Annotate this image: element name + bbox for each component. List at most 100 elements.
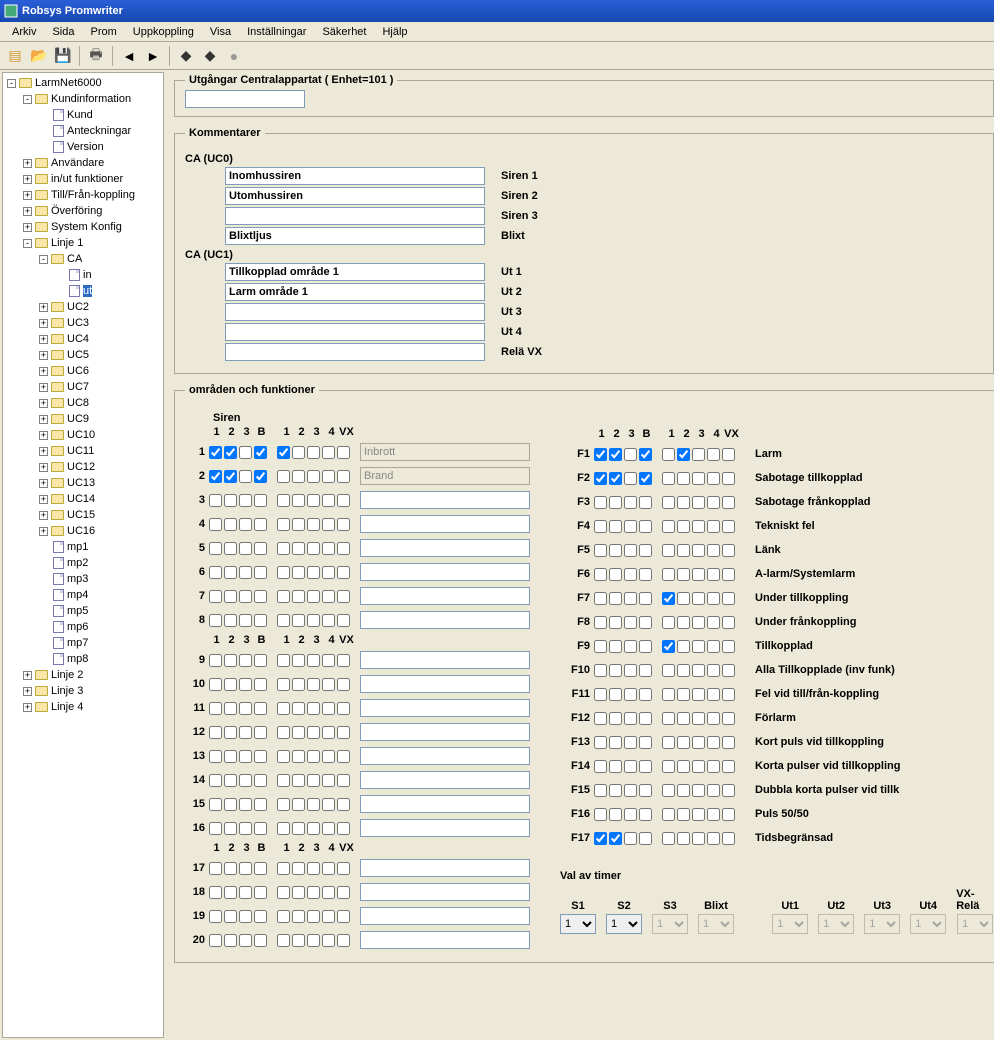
area-13-siren-4[interactable] [254, 750, 267, 763]
area-9-out-2[interactable] [292, 654, 305, 667]
area-19-siren-4[interactable] [254, 910, 267, 923]
area-8-siren-1[interactable] [209, 614, 222, 627]
func-F12-out-4[interactable] [707, 712, 720, 725]
area-2-out-4[interactable] [322, 470, 335, 483]
func-F7-out-2[interactable] [677, 592, 690, 605]
area-13-siren-2[interactable] [224, 750, 237, 763]
area-10-out-4[interactable] [322, 678, 335, 691]
area-5-text[interactable] [360, 539, 530, 557]
area-15-siren-3[interactable] [239, 798, 252, 811]
func-F6-siren-4[interactable] [639, 568, 652, 581]
area-7-out-3[interactable] [307, 590, 320, 603]
tree-node-mp6[interactable]: mp6 [3, 619, 163, 635]
tree-node-anteckningar[interactable]: Anteckningar [3, 123, 163, 139]
func-F9-out-5[interactable] [722, 640, 735, 653]
func-F5-out-4[interactable] [707, 544, 720, 557]
func-F14-siren-3[interactable] [624, 760, 637, 773]
area-3-siren-2[interactable] [224, 494, 237, 507]
area-14-text[interactable] [360, 771, 530, 789]
func-F7-siren-3[interactable] [624, 592, 637, 605]
area-13-out-5[interactable] [337, 750, 350, 763]
area-9-out-1[interactable] [277, 654, 290, 667]
func-F17-siren-3[interactable] [624, 832, 637, 845]
area-6-siren-1[interactable] [209, 566, 222, 579]
area-16-out-3[interactable] [307, 822, 320, 835]
menu-hjälp[interactable]: Hjälp [374, 24, 415, 40]
tree-node-uc4[interactable]: +UC4 [3, 331, 163, 347]
area-17-out-4[interactable] [322, 862, 335, 875]
tree-expander-icon[interactable]: - [23, 95, 32, 104]
func-F17-siren-1[interactable] [594, 832, 607, 845]
area-17-siren-4[interactable] [254, 862, 267, 875]
func-F6-out-3[interactable] [692, 568, 705, 581]
tree-expander-icon[interactable]: + [23, 191, 32, 200]
tree-node-linje-4[interactable]: +Linje 4 [3, 699, 163, 715]
tree-expander-icon[interactable]: - [39, 255, 48, 264]
func-F15-out-5[interactable] [722, 784, 735, 797]
area-11-siren-1[interactable] [209, 702, 222, 715]
area-18-out-2[interactable] [292, 886, 305, 899]
area-2-out-3[interactable] [307, 470, 320, 483]
func-F17-out-5[interactable] [722, 832, 735, 845]
func-F11-out-5[interactable] [722, 688, 735, 701]
area-15-out-1[interactable] [277, 798, 290, 811]
tree-expander-icon[interactable]: + [39, 527, 48, 536]
func-F13-out-5[interactable] [722, 736, 735, 749]
tree-node-mp1[interactable]: mp1 [3, 539, 163, 555]
func-F8-siren-3[interactable] [624, 616, 637, 629]
area-10-out-5[interactable] [337, 678, 350, 691]
uc0-input-1[interactable] [225, 187, 485, 205]
area-4-out-3[interactable] [307, 518, 320, 531]
func-F14-out-3[interactable] [692, 760, 705, 773]
area-6-out-5[interactable] [337, 566, 350, 579]
area-16-out-1[interactable] [277, 822, 290, 835]
area-5-out-5[interactable] [337, 542, 350, 555]
area-15-siren-1[interactable] [209, 798, 222, 811]
tree-expander-icon[interactable]: + [39, 399, 48, 408]
uc1-input-3[interactable] [225, 323, 485, 341]
func-F1-siren-2[interactable] [609, 448, 622, 461]
area-13-out-2[interactable] [292, 750, 305, 763]
prev-icon[interactable]: ◄ [118, 45, 140, 67]
func-F6-out-1[interactable] [662, 568, 675, 581]
area-11-out-4[interactable] [322, 702, 335, 715]
area-15-siren-4[interactable] [254, 798, 267, 811]
area-9-siren-3[interactable] [239, 654, 252, 667]
tree-node-version[interactable]: Version [3, 139, 163, 155]
func-F10-siren-2[interactable] [609, 664, 622, 677]
area-5-out-2[interactable] [292, 542, 305, 555]
func-F12-siren-3[interactable] [624, 712, 637, 725]
chip1-icon[interactable]: ◆ [175, 45, 197, 67]
tree-node-mp3[interactable]: mp3 [3, 571, 163, 587]
menu-prom[interactable]: Prom [82, 24, 124, 40]
func-F2-out-2[interactable] [677, 472, 690, 485]
area-4-siren-4[interactable] [254, 518, 267, 531]
tree-node-uc2[interactable]: +UC2 [3, 299, 163, 315]
area-11-siren-2[interactable] [224, 702, 237, 715]
tree-expander-icon[interactable]: + [39, 431, 48, 440]
func-F14-out-5[interactable] [722, 760, 735, 773]
func-F8-out-3[interactable] [692, 616, 705, 629]
area-11-out-3[interactable] [307, 702, 320, 715]
area-13-out-4[interactable] [322, 750, 335, 763]
tree-node-linje-2[interactable]: +Linje 2 [3, 667, 163, 683]
tree-expander-icon[interactable]: + [39, 351, 48, 360]
func-F15-siren-1[interactable] [594, 784, 607, 797]
tree-expander-icon[interactable]: + [23, 687, 32, 696]
area-6-siren-4[interactable] [254, 566, 267, 579]
func-F2-out-5[interactable] [722, 472, 735, 485]
tree-node-system-konfig[interactable]: +System Konfig [3, 219, 163, 235]
area-4-text[interactable] [360, 515, 530, 533]
func-F8-siren-2[interactable] [609, 616, 622, 629]
area-4-out-1[interactable] [277, 518, 290, 531]
func-F8-out-2[interactable] [677, 616, 690, 629]
area-15-out-5[interactable] [337, 798, 350, 811]
tree-node-in-ut-funktioner[interactable]: +in/ut funktioner [3, 171, 163, 187]
tree-expander-icon[interactable]: + [23, 175, 32, 184]
area-6-siren-3[interactable] [239, 566, 252, 579]
area-4-out-5[interactable] [337, 518, 350, 531]
area-4-siren-3[interactable] [239, 518, 252, 531]
area-6-out-4[interactable] [322, 566, 335, 579]
func-F16-out-1[interactable] [662, 808, 675, 821]
menu-visa[interactable]: Visa [202, 24, 239, 40]
